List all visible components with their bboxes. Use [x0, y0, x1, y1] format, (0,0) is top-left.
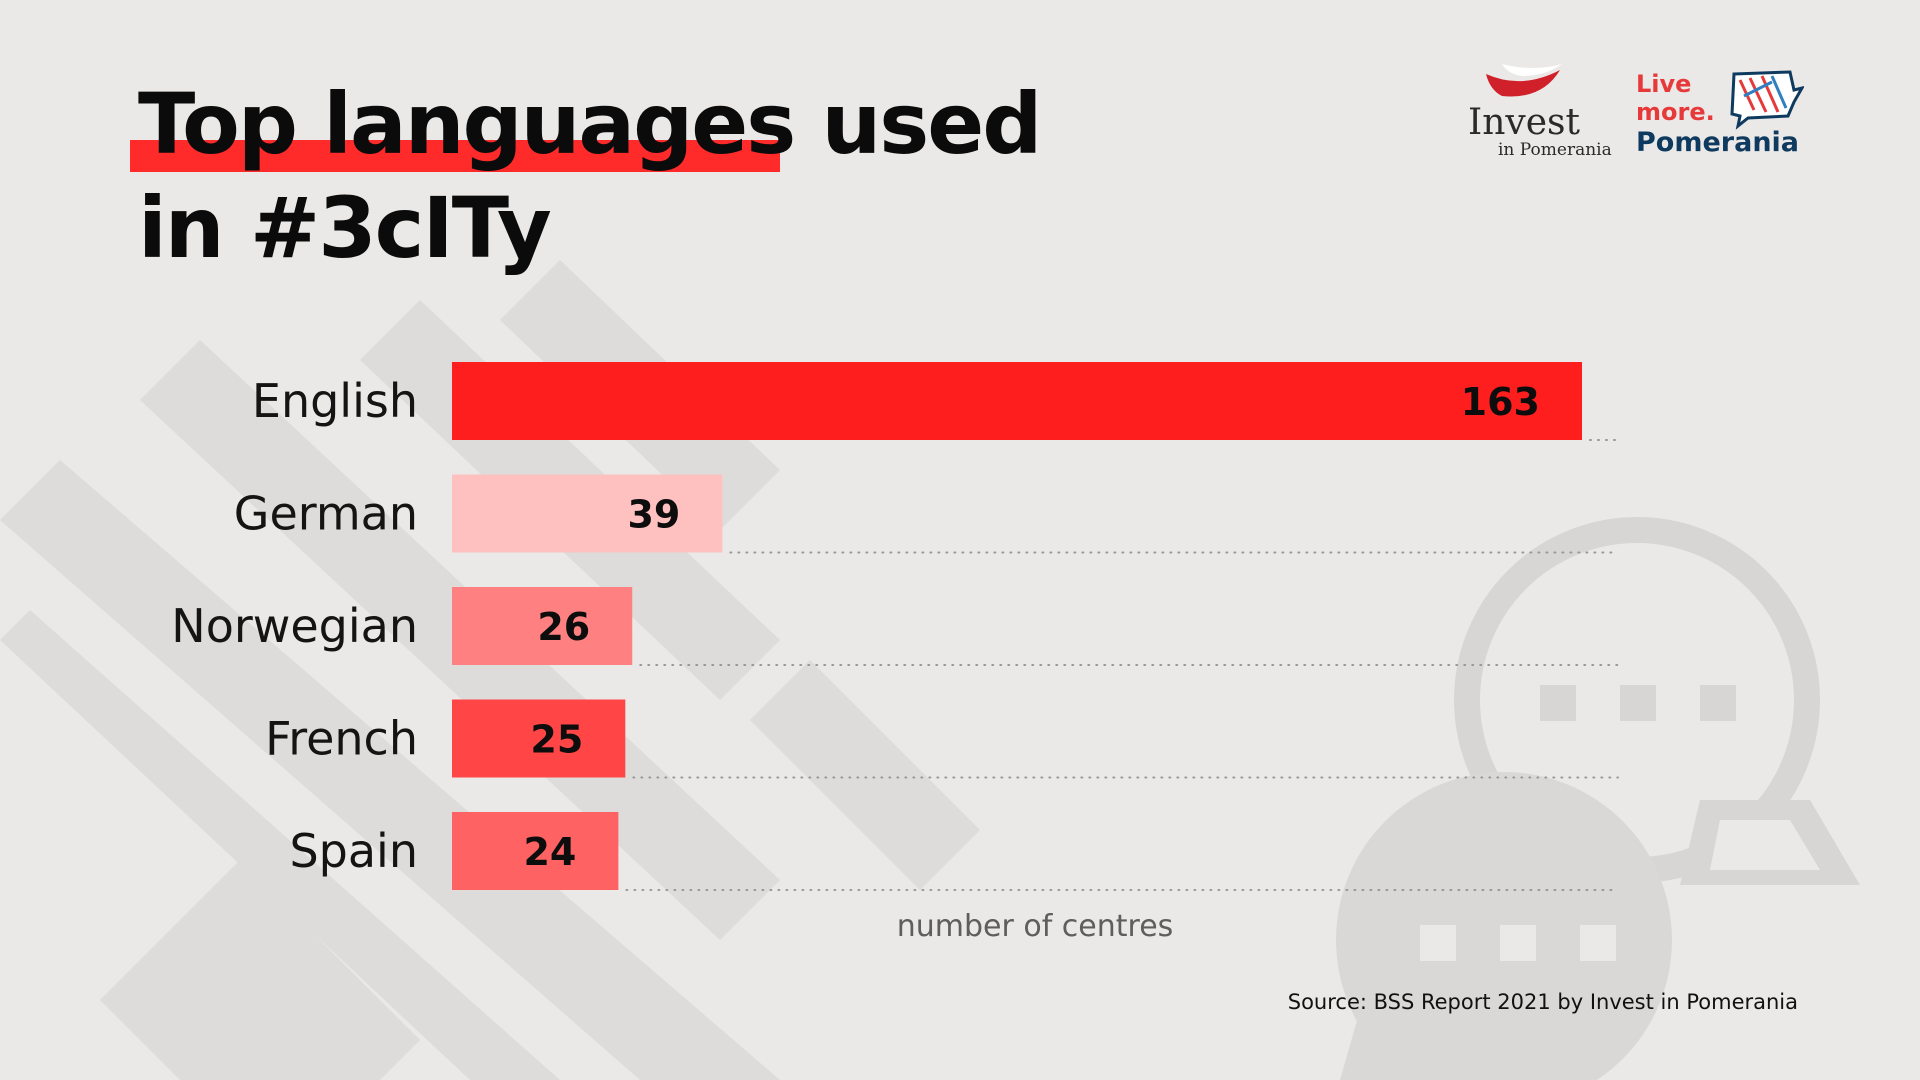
title-rest-text: used	[794, 75, 1042, 173]
value-label-english: 163	[1461, 380, 1540, 424]
category-label-spain: Spain	[289, 824, 418, 878]
title-line-2: in #3cITy	[138, 179, 552, 277]
gridlines	[625, 439, 1619, 891]
value-label-french: 25	[530, 718, 583, 762]
category-label-english: English	[252, 374, 418, 428]
live-logo-line3: Pomerania	[1636, 127, 1800, 158]
invest-logo-name: Invest	[1468, 102, 1580, 143]
category-label-french: French	[265, 712, 418, 766]
bars	[452, 362, 1582, 890]
speech-bubble-icon	[1730, 70, 1804, 130]
title-line-1: Top languages used	[130, 72, 1042, 176]
live-logo-line1: Live	[1636, 70, 1692, 98]
x-axis-label: number of centres	[897, 909, 1174, 944]
bar-french	[452, 699, 626, 778]
value-label-norwegian: 26	[537, 605, 590, 649]
category-label-norwegian: Norwegian	[171, 599, 418, 653]
value-labels: 163 39 26 25 24	[523, 380, 1540, 874]
title-highlight	[130, 140, 780, 172]
bar-spain	[452, 812, 619, 890]
category-labels: English German Norwegian French Spain	[171, 374, 418, 878]
bar-english	[452, 362, 1582, 440]
value-label-german: 39	[627, 493, 680, 537]
invest-in-pomerania-logo: Invest in Pomerania	[1460, 60, 1620, 160]
category-label-german: German	[234, 487, 418, 541]
title-highlighted-text: Top languages	[138, 75, 796, 173]
bar-german	[452, 474, 723, 553]
live-logo-line2: more.	[1636, 98, 1715, 126]
value-label-spain: 24	[523, 830, 576, 874]
source-note: Source: BSS Report 2021 by Invest in Pom…	[1287, 990, 1798, 1014]
invest-logo-sub: in Pomerania	[1498, 140, 1612, 160]
page-title: Top languages used in #3cITy	[130, 72, 1042, 280]
flag-swoosh-icon	[1486, 64, 1562, 97]
bar-norwegian	[452, 587, 633, 665]
live-more-pomerania-logo: Live more. Pomerania	[1634, 66, 1814, 166]
